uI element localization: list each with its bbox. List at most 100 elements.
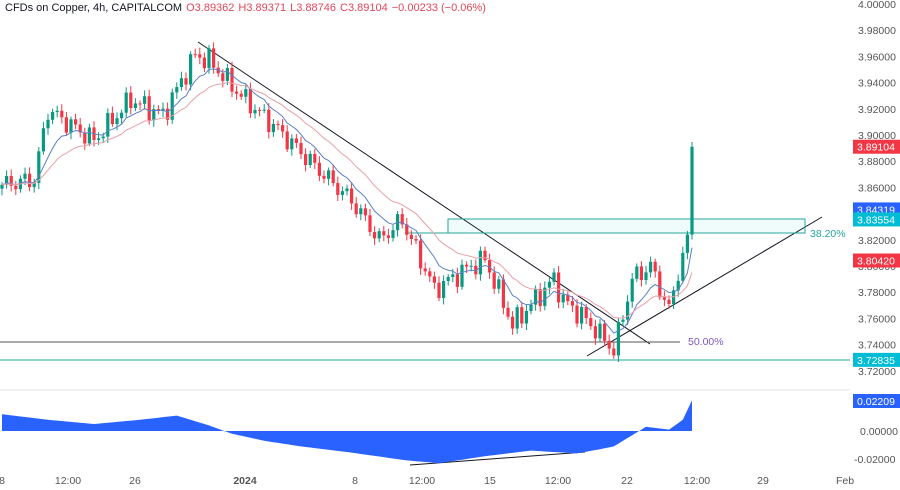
candle-body: [28, 173, 32, 188]
fib-38-label: 38.20%: [810, 228, 846, 240]
candle-body: [570, 301, 574, 306]
candle-body: [437, 282, 441, 298]
candle-body: [423, 268, 427, 272]
candle-body: [129, 92, 133, 109]
candle-body: [336, 183, 340, 195]
price-tags: 3.891043.843193.835543.804203.728350.022…: [853, 139, 900, 408]
low-value: L3.88746: [290, 2, 337, 14]
candle-body: [5, 176, 9, 185]
candle-body: [239, 93, 243, 97]
candle-body: [653, 261, 657, 272]
price-tick: 3.82000: [858, 235, 896, 247]
drawings: 38.20% 50.00%: [0, 41, 850, 466]
candle-body: [580, 307, 584, 324]
candle-body: [294, 138, 298, 144]
candle-body: [55, 110, 59, 112]
candle-body: [221, 73, 225, 81]
candle-body: [322, 175, 326, 179]
candle-body: [584, 307, 588, 319]
candle-body: [147, 96, 151, 121]
candle-body: [267, 109, 271, 133]
candle-body: [304, 154, 308, 166]
candle-body: [543, 287, 547, 307]
candle-body: [14, 185, 18, 190]
candle-body: [101, 136, 105, 139]
candle-body: [179, 78, 183, 88]
price-tag: [853, 253, 900, 268]
candle-body: [156, 109, 160, 111]
candle-body: [446, 276, 450, 282]
price-tag: [853, 352, 900, 367]
high-value: H3.89371: [238, 2, 287, 14]
time-tick: 26: [129, 475, 141, 487]
price-tick: 3.74000: [858, 340, 896, 352]
candle-body: [377, 231, 381, 239]
price-tag-text: 3.83554: [857, 214, 895, 226]
oscillator-area: [2, 400, 692, 464]
candle-body: [207, 48, 211, 69]
candle-body: [626, 301, 630, 320]
candle-body: [32, 182, 36, 188]
candle-body: [9, 176, 13, 186]
candle-body: [106, 112, 110, 137]
open-value: O3.89362: [186, 2, 235, 14]
candle-body: [189, 54, 193, 85]
candle-body: [202, 57, 206, 69]
candle-body: [143, 96, 147, 104]
candle-body: [276, 123, 280, 126]
candle-body: [414, 238, 418, 241]
candle-body: [630, 278, 634, 302]
candle-body: [465, 264, 469, 267]
moving-averages: [1, 68, 693, 334]
candle-body: [262, 109, 266, 111]
candle-body: [460, 264, 464, 287]
candle-body: [317, 162, 321, 176]
candle-body: [511, 316, 515, 329]
price-tick: 3.72000: [858, 366, 896, 378]
candle-body: [271, 123, 275, 133]
osc-tag: [853, 394, 900, 408]
price-tag: [853, 212, 900, 227]
candle-body: [354, 203, 358, 215]
candle-body: [612, 348, 616, 356]
candle-body: [345, 188, 349, 192]
candle-body: [230, 68, 234, 92]
osc-tick: -0.02000: [854, 454, 896, 466]
osc-tick: 0.00000: [860, 426, 898, 438]
candle-body: [235, 91, 239, 94]
change-value: −0.00233 (−0.06%): [391, 2, 486, 14]
candle-body: [41, 128, 45, 152]
candle-body: [672, 290, 676, 305]
candle-body: [78, 124, 82, 133]
candle-body: [566, 294, 570, 302]
fib-50-label: 50.00%: [688, 336, 724, 348]
candle-body: [152, 109, 156, 121]
candle-body: [138, 103, 142, 105]
candle-body: [589, 318, 593, 327]
candle-body: [198, 54, 202, 58]
uptrend-line[interactable]: [586, 216, 823, 357]
candle-body: [607, 340, 611, 349]
candle-body: [658, 271, 662, 298]
candle-body: [409, 234, 413, 239]
time-tick: 8: [352, 475, 358, 487]
candle-body: [603, 323, 607, 341]
candle-body: [428, 271, 432, 277]
candle-body: [469, 265, 473, 267]
candle-body: [184, 78, 188, 85]
downtrend-line[interactable]: [197, 41, 651, 345]
candle-body: [216, 67, 220, 74]
candle-body: [308, 153, 312, 166]
time-tick: 22: [621, 475, 633, 487]
candle-body: [451, 274, 455, 277]
candle-body: [37, 151, 41, 183]
price-tick: 3.86000: [858, 182, 896, 194]
candle-body: [405, 224, 409, 235]
price-tag-text: 3.72835: [857, 355, 895, 367]
candle-body: [124, 92, 128, 113]
resistance-box[interactable]: [447, 218, 806, 234]
candle-body: [359, 208, 363, 215]
price-tag-text: 3.89104: [857, 142, 895, 154]
time-axis[interactable]: 8 12:00 26 2024 8 12:00 15 12:00 22 12:00 29 Feb: [0, 475, 854, 487]
